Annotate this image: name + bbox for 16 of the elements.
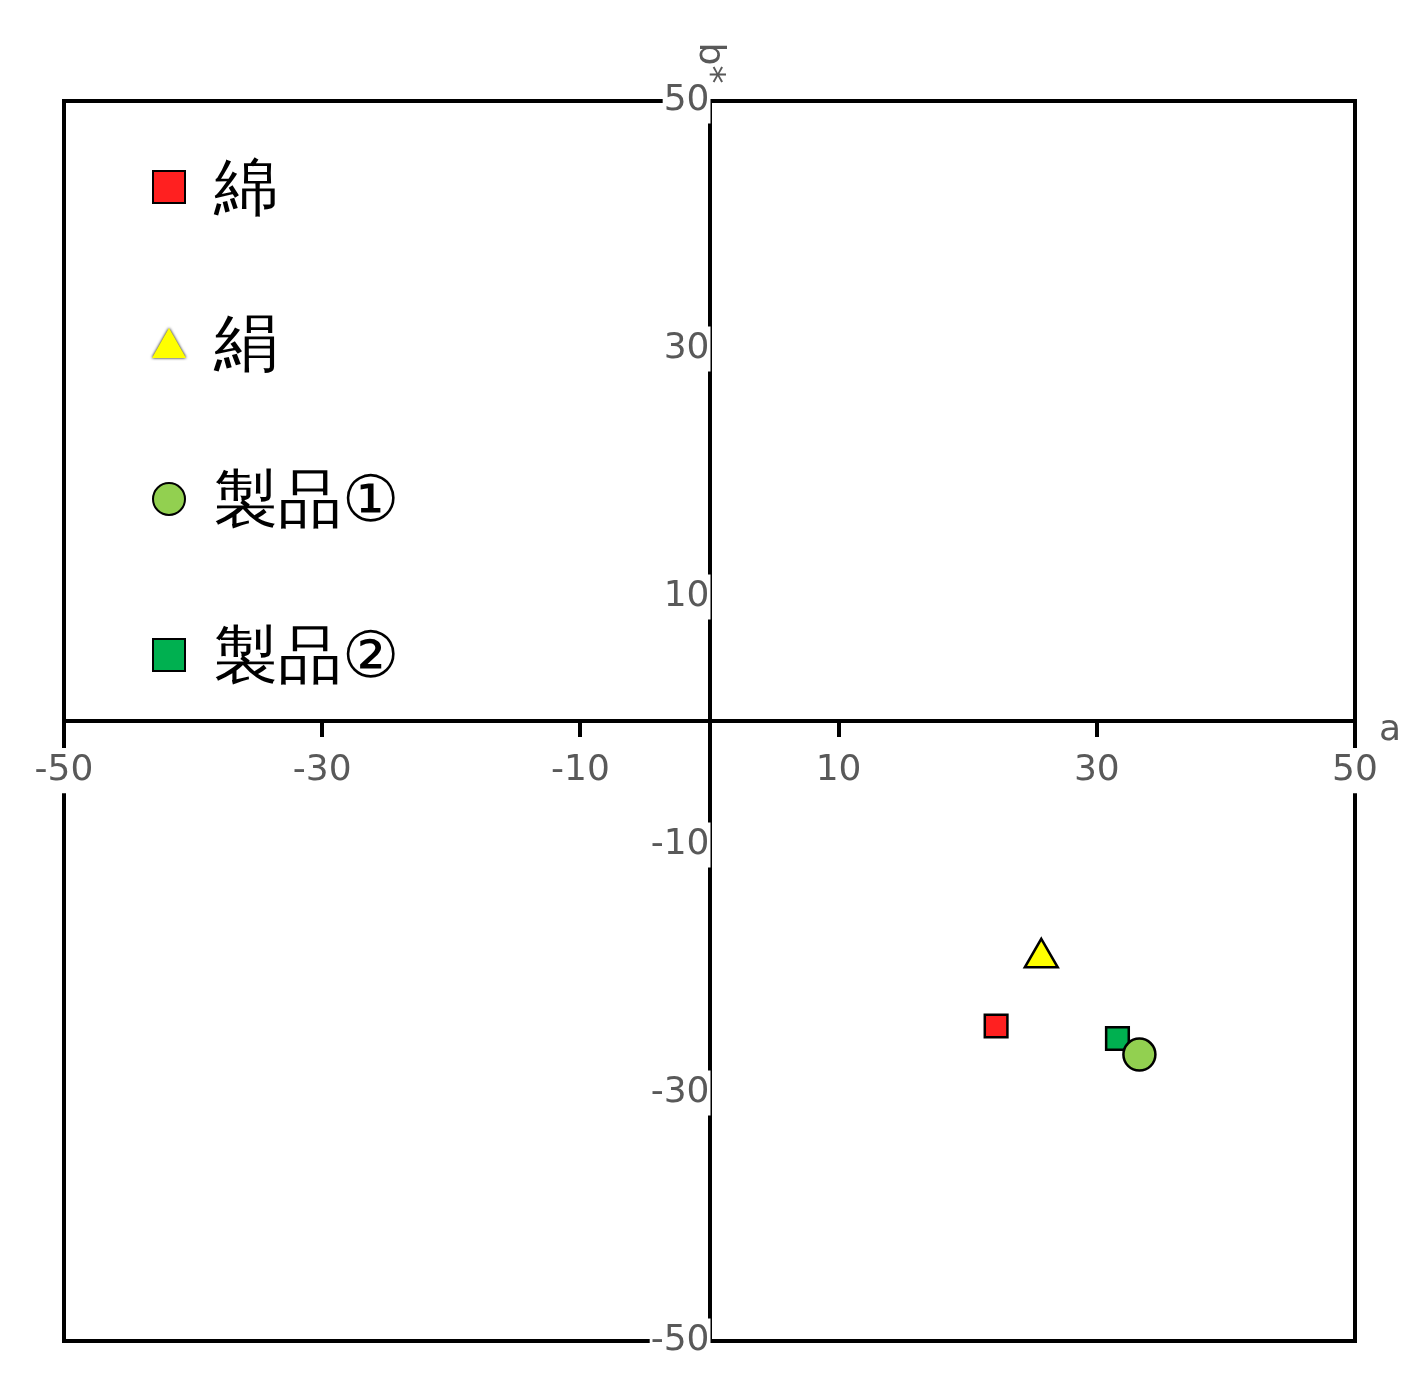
y-tick-label: 10 (663, 573, 710, 615)
x-tick-label: -10 (550, 746, 610, 788)
x-tick-label: 10 (815, 746, 862, 788)
y-tick-label: 30 (663, 325, 710, 367)
x-tick-label: -30 (292, 746, 352, 788)
legend-label: 綿 (214, 148, 278, 226)
x-axis-title: a (1379, 707, 1402, 749)
x-tick-label: -50 (34, 746, 94, 788)
y-tick-label: -50 (650, 1317, 710, 1359)
legend-label: 絹 (214, 304, 278, 382)
legend-label: 製品① (214, 460, 400, 538)
y-tick-label: -30 (650, 1069, 710, 1111)
y-tick-label: -10 (650, 821, 710, 863)
legend-label: 製品② (214, 616, 400, 694)
x-tick-label: 50 (1332, 746, 1378, 788)
x-tick-label: 30 (1073, 746, 1120, 788)
